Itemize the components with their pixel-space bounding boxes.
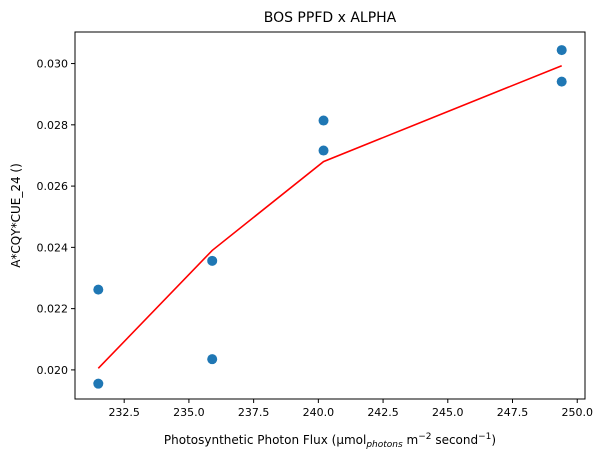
x-tick-label: 240.0 [303,406,335,419]
x-tick-label: 232.5 [108,406,140,419]
x-axis-label-suffix: ) [491,433,496,447]
y-tick-label: 0.030 [37,58,69,71]
x-tick-label: 235.0 [173,406,205,419]
scatter-point [93,378,104,389]
y-tick-label: 0.024 [37,241,69,254]
scatter-point [318,115,329,126]
y-tick-label: 0.020 [37,364,69,377]
scatter-point [556,76,567,87]
x-axis-label-mid: m [403,433,419,447]
chart-title: BOS PPFD x ALPHA [264,10,397,26]
scatter-point [93,284,104,295]
y-axis-label: A*CQY*CUE_24 () [9,163,23,268]
x-tick-label: 250.0 [561,406,593,419]
axes-frame [74,31,586,400]
fit-line [97,64,562,369]
x-axis-label-prefix: Photosynthetic Photon Flux (µmol [164,433,366,447]
axes-layer: 232.5 235.0 237.5 240.0 242.5 245.0 247.5 250.0… [37,58,593,419]
scatter-point [318,145,329,156]
series-layer [93,45,567,389]
scatter-point [207,354,218,365]
x-tick-label: 242.5 [367,406,399,419]
y-tick-label: 0.028 [37,119,69,132]
y-tick-label: 0.022 [37,303,69,316]
x-axis-label-superscript-1: −2 [418,432,431,442]
x-axis-label-mid-2: second [432,433,479,447]
x-tick-label: 245.0 [432,406,464,419]
x-tick-label: 247.5 [497,406,529,419]
y-tick-label: 0.026 [37,180,69,193]
x-tick-label: 237.5 [238,406,270,419]
x-axis-label-subscript: photons [365,440,403,450]
x-axis-label: Photosynthetic Photon Flux (µmolphotons … [164,432,496,450]
scatter-point [207,255,218,266]
x-axis-label-superscript-2: −1 [478,432,491,442]
scatter-point [556,45,567,56]
